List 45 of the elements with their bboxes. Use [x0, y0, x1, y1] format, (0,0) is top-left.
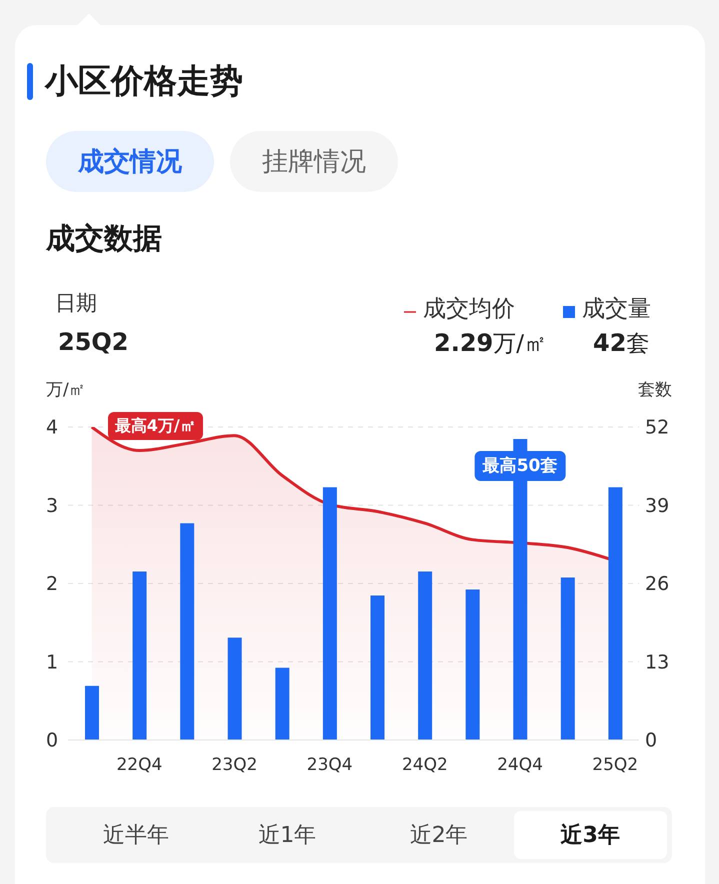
bar [608, 487, 622, 740]
bar [132, 571, 147, 740]
x-tick-label: 24Q2 [402, 755, 448, 776]
annotation: 最高4万/㎡ [114, 416, 196, 435]
text: 日期 [55, 291, 97, 315]
y-axis-title: 万/㎡ [46, 380, 86, 400]
bar [180, 523, 194, 740]
text: 2.29万/㎡ [434, 329, 547, 357]
tab-button: 成交情况 [46, 131, 214, 192]
x-tick-label: 25Q2 [592, 755, 638, 776]
y-tick-label: 3 [46, 494, 58, 517]
x-tick-label: 23Q4 [306, 755, 353, 776]
y2-tick-label: 13 [645, 651, 670, 674]
bar [275, 668, 290, 740]
bar [228, 638, 242, 740]
y2-tick-label: 52 [645, 416, 670, 439]
text: 42套 [593, 329, 650, 357]
bar [466, 590, 480, 740]
text: 近1年 [258, 822, 316, 850]
text: 近2年 [410, 822, 468, 850]
text: 近半年 [102, 822, 169, 850]
bar [85, 686, 99, 740]
y2-tick-label: 0 [645, 730, 658, 752]
legend-label: 成交均价 [423, 296, 515, 322]
y-tick-label: 4 [46, 416, 58, 439]
x-tick-label: 24Q4 [497, 755, 543, 776]
y-tick-label: 2 [46, 573, 58, 596]
annotation: 最高50套 [482, 456, 558, 476]
y-tick-label: 1 [46, 651, 58, 674]
bar [418, 571, 432, 740]
bar [370, 596, 384, 740]
selected-segment: 近3年 [514, 811, 667, 859]
chart-subtitle: 成交数据 [46, 221, 162, 255]
x-tick-label: 22Q4 [116, 755, 162, 776]
y-tick-label: 0 [46, 730, 58, 752]
x-tick-label: 23Q2 [212, 755, 258, 776]
legend-label: 成交量 [582, 296, 651, 322]
tab-button: 挂牌情况 [230, 131, 398, 192]
bar [322, 487, 337, 740]
y2-tick-label: 26 [645, 573, 670, 596]
y2-axis-title: 套数 [638, 380, 672, 400]
chart-title: 小区价格走势 [45, 61, 243, 100]
bar [560, 577, 575, 740]
y2-tick-label: 39 [645, 494, 670, 517]
text: 25Q2 [58, 328, 128, 356]
